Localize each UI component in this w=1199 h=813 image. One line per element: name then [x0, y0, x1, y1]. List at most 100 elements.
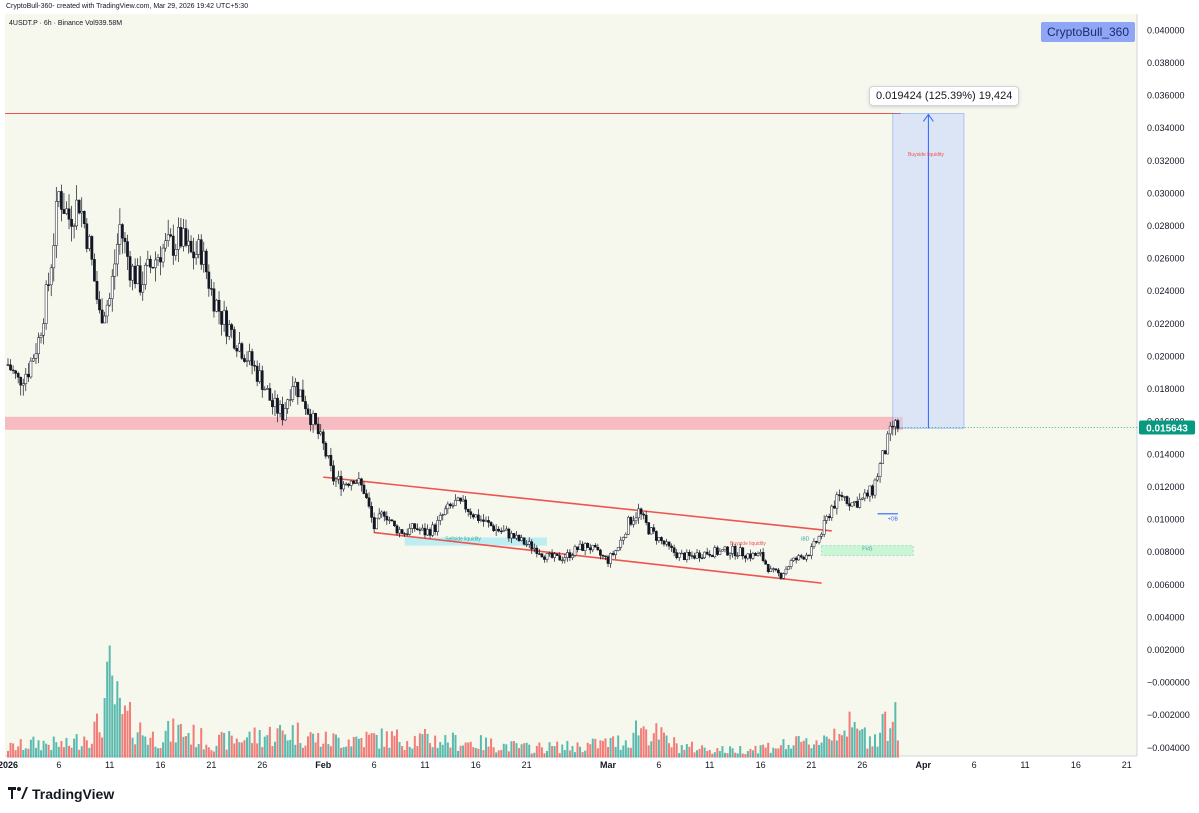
volume-bar — [73, 738, 76, 758]
fvg-zone — [821, 545, 914, 556]
volume-bar — [670, 747, 673, 758]
volume-bar — [774, 748, 777, 758]
candle-body — [871, 485, 874, 496]
y-tick-label: 0.022000 — [1147, 319, 1185, 329]
volume-bar — [202, 749, 205, 758]
volume-bar — [812, 744, 815, 758]
candle-body — [675, 552, 679, 558]
tradingview-brand[interactable]: TradingView — [8, 786, 114, 802]
candle-body — [738, 547, 742, 557]
y-tick-label: 0.014000 — [1147, 449, 1185, 459]
volume-bar — [800, 741, 803, 758]
volume-bar — [769, 752, 772, 758]
volume-bar — [660, 727, 663, 758]
x-tick-label: 16 — [471, 760, 481, 770]
volume-bar — [340, 747, 343, 758]
candle-body — [182, 228, 185, 247]
y-tick-label: −0.000000 — [1147, 678, 1190, 688]
volume-bar — [820, 742, 823, 758]
candle-body — [471, 514, 475, 518]
volume-bar — [223, 732, 226, 758]
candle-body — [774, 568, 778, 571]
volume-bar — [601, 740, 604, 758]
candle-body — [169, 234, 173, 237]
volume-bar — [177, 724, 180, 758]
candle-body — [413, 523, 417, 529]
candle-body — [670, 545, 673, 548]
tradingview-logo-icon — [8, 786, 28, 802]
volume-bar — [378, 748, 381, 758]
candle-body — [220, 311, 223, 325]
candle-body — [883, 450, 887, 455]
volume-bar — [324, 731, 327, 758]
volume-bar — [294, 744, 297, 758]
volume-bar — [233, 743, 236, 758]
candle-body — [853, 501, 857, 503]
target-arrowhead — [922, 113, 934, 122]
volume-bar — [408, 746, 411, 758]
candle-body — [484, 520, 488, 522]
channel-upper-line — [323, 476, 832, 532]
candle-body — [527, 541, 531, 545]
volume-bar — [271, 746, 274, 758]
candle-body — [787, 566, 790, 570]
candle-body — [418, 529, 422, 531]
candle-body — [817, 535, 821, 543]
candle-body — [421, 527, 424, 531]
candle-body — [754, 553, 757, 556]
x-tick-label: Mar — [600, 760, 617, 770]
symbol-info[interactable]: 4USDT.P · 6h · Binance Vol939.58M — [9, 20, 123, 27]
volume-bar — [279, 725, 282, 758]
volume-bar — [29, 739, 32, 758]
volume-bar — [640, 728, 643, 758]
volume-bar — [357, 738, 360, 758]
volume-bar — [411, 748, 414, 758]
candle-body — [393, 520, 396, 527]
y-tick-label: 0.008000 — [1147, 547, 1185, 557]
candle-body — [293, 381, 297, 387]
resistance-zone — [5, 416, 903, 430]
volume-bar — [540, 747, 543, 758]
x-tick-label: 11 — [705, 760, 714, 770]
candle-body — [222, 310, 226, 325]
volume-bar — [207, 747, 210, 758]
candle-body — [29, 360, 33, 378]
candle-body — [690, 555, 694, 557]
chart-annotation: Sellside liquidity — [445, 537, 481, 543]
candle-body — [611, 553, 615, 555]
volume-bar — [474, 748, 477, 758]
volume-bar — [388, 747, 391, 758]
volume-bar — [149, 737, 152, 758]
candle-body — [843, 496, 846, 498]
candle-body — [398, 529, 401, 534]
volume-bar — [706, 751, 709, 758]
volume-bar — [579, 746, 582, 758]
candle-body — [327, 455, 330, 457]
candle-body — [39, 334, 43, 338]
candle-body — [42, 323, 45, 336]
volume-bar — [45, 743, 48, 758]
candle-body — [265, 388, 269, 390]
volume-bar — [393, 735, 396, 758]
volume-bar — [60, 741, 63, 758]
candle-body — [609, 553, 612, 564]
candle-body — [57, 191, 61, 202]
volume-bar — [772, 747, 775, 758]
candle-body — [408, 528, 412, 535]
volume-bar — [55, 742, 58, 758]
candle-body — [538, 553, 541, 555]
candle-body — [802, 556, 806, 560]
candle-body — [441, 514, 445, 516]
candle-body — [555, 553, 559, 556]
volume-bar — [749, 748, 752, 758]
candle-body — [95, 281, 99, 300]
volume-bar — [609, 737, 612, 758]
chart-annotation: Buyside liquidity — [730, 541, 766, 547]
volume-bar — [604, 738, 607, 758]
volume-bar — [429, 743, 432, 758]
volume-bar — [159, 748, 162, 758]
brand-name: TradingView — [32, 786, 115, 802]
volume-bar — [662, 732, 665, 758]
candle-body — [161, 247, 165, 263]
